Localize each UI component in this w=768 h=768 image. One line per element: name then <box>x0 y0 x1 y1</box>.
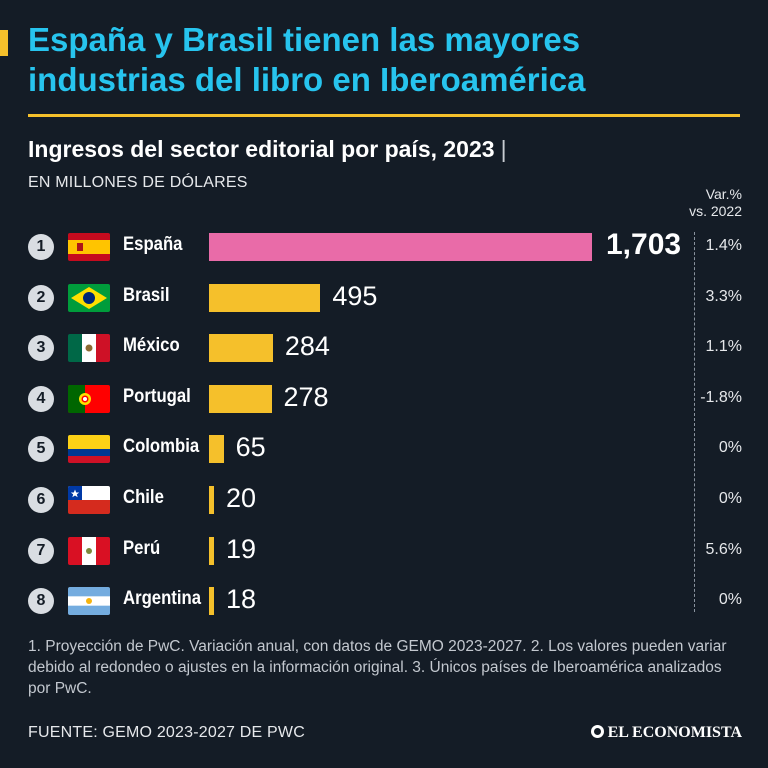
country-label: Chile <box>123 487 164 508</box>
bar-row: 8 Argentina 18 0% <box>0 583 768 621</box>
country-label: Brasil <box>123 284 170 306</box>
bar-row: 7 Perú 19 5.6% <box>0 533 768 571</box>
country-label: Portugal <box>123 385 191 407</box>
variation-label: 1.4% <box>705 237 742 254</box>
bar-row: 5 Colombia 65 0% <box>0 431 768 469</box>
value-label: 18 <box>226 584 257 615</box>
variation-header: Var.% vs. 2022 <box>662 186 742 220</box>
rank-badge: 4 <box>28 385 54 412</box>
country-label: México <box>123 335 180 357</box>
variation-header-line-2: vs. 2022 <box>689 203 742 219</box>
value-label: 20 <box>226 483 257 513</box>
variation-divider <box>694 232 695 612</box>
headline-line-2: industrias del libro en Iberoamérica <box>28 61 586 98</box>
units-label: EN MILLONES DE DÓLARES <box>28 174 248 191</box>
variation-label: 0% <box>718 591 742 609</box>
title-rule <box>28 114 740 117</box>
country-label: Perú <box>123 537 161 559</box>
bar <box>209 283 321 312</box>
portugal-flag <box>68 384 110 413</box>
value-label: 278 <box>283 381 329 412</box>
headline: España y Brasil tienen las mayores indus… <box>28 20 748 100</box>
bar <box>209 587 214 616</box>
brand-name: EL ECONOMISTA <box>607 724 742 741</box>
peru-flag <box>68 536 110 565</box>
source-label: FUENTE: GEMO 2023-2027 DE PWC <box>28 724 305 741</box>
brand-logo: EL ECONOMISTA <box>590 724 742 742</box>
bar <box>209 384 272 413</box>
bar-row: 4 Portugal 278 -1.8% <box>0 381 768 419</box>
rank-badge: 7 <box>28 537 54 564</box>
bar <box>209 334 273 363</box>
chile-flag <box>68 486 110 514</box>
country-label: España <box>123 234 183 255</box>
bar <box>209 486 214 514</box>
value-label: 495 <box>332 280 378 311</box>
rank-badge: 2 <box>28 284 54 311</box>
chart-subtitle-text: Ingresos del sector editorial por país, … <box>28 136 495 162</box>
bar <box>209 435 224 464</box>
mexico-flag <box>68 334 110 363</box>
rank-badge: 8 <box>28 588 54 615</box>
variation-label: 5.6% <box>705 540 742 558</box>
accent-mark <box>0 30 8 56</box>
rank-badge: 5 <box>28 436 54 463</box>
bar-row: 1 España 1,703 1.4% <box>0 228 768 267</box>
footnotes: 1. Proyección de PwC. Variación anual, c… <box>28 638 727 697</box>
variation-label: 1.1% <box>705 338 742 356</box>
country-label: Argentina <box>123 588 202 610</box>
rank-badge: 1 <box>28 234 54 260</box>
bar <box>209 233 592 261</box>
variation-label: -1.8% <box>700 388 742 406</box>
colombia-flag <box>68 435 110 464</box>
variation-label: 0% <box>718 490 742 507</box>
subtitle-separator: | <box>500 136 507 162</box>
value-label: 65 <box>235 432 266 463</box>
bar <box>209 536 214 565</box>
country-label: Colombia <box>123 436 200 458</box>
rank-badge: 3 <box>28 335 54 362</box>
bar-row: 6 Chile 20 0% <box>0 482 768 520</box>
variation-label: 0% <box>718 439 742 457</box>
headline-line-1: España y Brasil tienen las mayores <box>28 21 581 58</box>
bar-row: 2 Brasil 495 3.3% <box>0 280 768 318</box>
value-label: 19 <box>226 533 257 564</box>
chart-subtitle: Ingresos del sector editorial por país, … <box>28 136 507 163</box>
brazil-flag <box>68 283 110 312</box>
spain-flag <box>68 233 110 261</box>
variation-label: 3.3% <box>705 287 742 305</box>
bar-row: 3 México 284 1.1% <box>0 330 768 368</box>
rank-badge: 6 <box>28 487 54 513</box>
argentina-flag <box>68 587 110 616</box>
value-label: 284 <box>284 331 330 362</box>
value-label: 1,703 <box>606 228 682 261</box>
brand-mark-icon <box>590 725 604 738</box>
variation-header-line-1: Var.% <box>705 186 742 202</box>
